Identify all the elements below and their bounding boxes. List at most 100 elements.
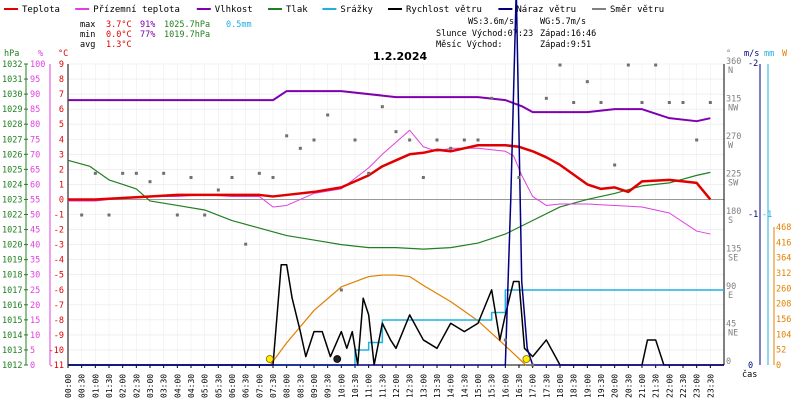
- stat-min-label: min: [80, 30, 95, 40]
- series-wind-gust: [68, 0, 724, 366]
- stat-slunce: Slunce Východ:07:23: [436, 29, 533, 39]
- wind-dir-point: [353, 138, 357, 142]
- wind-dir-point: [558, 63, 562, 67]
- series-humidity: [68, 90, 711, 123]
- tick-x: 12:30: [406, 374, 415, 398]
- tick-x: 16:30: [515, 374, 524, 398]
- tick-w: 0: [776, 361, 781, 371]
- tick-hpa: 1026: [2, 150, 22, 160]
- tick-hpa: 1030: [2, 90, 22, 100]
- legend-label-5: Rychlost větru: [406, 5, 482, 15]
- tick-hpa: 1019: [2, 256, 22, 266]
- tick-dir-name: S: [728, 216, 733, 226]
- tick-hpa: 1027: [2, 135, 22, 145]
- tick-degc: 8: [59, 75, 64, 85]
- tick-dir-name: NE: [728, 329, 738, 339]
- tick-pct: 70: [30, 150, 40, 160]
- tick-hpa: 1013: [2, 346, 22, 356]
- tick-pct: 100: [30, 60, 45, 70]
- wind-dir-point: [380, 105, 384, 109]
- tick-x: 14:00: [447, 374, 456, 398]
- wind-dir-point: [93, 171, 97, 175]
- tick-x: 01:30: [105, 374, 114, 398]
- tick-w: 156: [776, 315, 791, 325]
- tick-hpa: 1022: [2, 211, 22, 221]
- tick-degc: -11: [49, 361, 64, 371]
- wind-dir-point: [285, 134, 289, 138]
- legend-label-0: Teplota: [22, 5, 60, 15]
- tick-degc: -2: [54, 226, 64, 236]
- tick-x: 05:00: [201, 374, 210, 398]
- tick-x: 02:00: [119, 374, 128, 398]
- wind-dir-point: [148, 180, 152, 184]
- tick-x: 07:30: [269, 374, 278, 398]
- wind-dir-point: [708, 101, 712, 104]
- tick-degc: -5: [54, 271, 64, 281]
- tick-dir-name: SW: [728, 179, 739, 189]
- tick-x: 18:30: [570, 374, 579, 398]
- tick-x: 15:30: [488, 374, 497, 398]
- unit-degc: °C: [58, 49, 68, 59]
- legend: Teplota Přízemní teplota Vlhkost Tlak Srážky…: [4, 5, 664, 15]
- tick-dir: 90: [726, 282, 736, 292]
- tick-degc: 0: [59, 195, 64, 205]
- stat-max-press: 1025.7hPa: [164, 20, 210, 30]
- unit-mm: mm: [764, 49, 774, 59]
- tick-x: 16:00: [501, 374, 510, 398]
- tick-x: 18:00: [556, 374, 565, 398]
- tick-degc: 6: [59, 105, 64, 115]
- tick-w: 104: [776, 330, 791, 340]
- tick-x: 23:30: [706, 374, 715, 398]
- stat-mesic-zapad: Západ:9:51: [540, 40, 591, 50]
- tick-hpa: 1028: [2, 120, 22, 130]
- tick-x: 23:00: [693, 374, 702, 398]
- tick-pct: 30: [30, 271, 40, 281]
- tick-x: 09:30: [324, 374, 333, 398]
- series-temperature: [68, 144, 712, 201]
- tick-pct: 45: [30, 226, 40, 236]
- unit-deg: °: [726, 49, 731, 59]
- tick-x: 20:30: [624, 374, 633, 398]
- unit-pct: %: [38, 49, 43, 59]
- legend-label-4: Srážky: [340, 5, 373, 15]
- series-pressure: [67, 159, 711, 250]
- tick-dir-name: E: [728, 291, 733, 301]
- tick-hpa: 1031: [2, 75, 22, 85]
- tick-x: 17:00: [529, 374, 538, 398]
- stats-block: max 3.7°C 91% 1025.7hPa 0.5mm min 0.0°C …: [80, 17, 596, 50]
- tick-degc: 4: [59, 135, 64, 145]
- legend-label-3: Tlak: [286, 5, 308, 15]
- legend-label-7: Směr větru: [610, 5, 664, 15]
- tick-x: 02:30: [132, 374, 141, 398]
- axis-unit-labels: hPa % °C ° m/s mm W: [4, 49, 788, 59]
- tick-dir: 315: [726, 95, 741, 105]
- tick-x: 20:00: [611, 374, 620, 398]
- stat-max-temp: 3.7°C: [106, 20, 132, 30]
- tick-x: 05:30: [214, 374, 223, 398]
- tick-dir-name: N: [728, 66, 733, 76]
- wind-dir-point: [462, 138, 466, 142]
- stat-max-rain: 0.5mm: [226, 20, 252, 30]
- tick-hpa: 1012: [2, 361, 22, 371]
- wind-dir-point: [134, 171, 138, 175]
- series-solar: [269, 274, 527, 366]
- tick-x: 06:30: [242, 374, 251, 398]
- tick-w: 416: [776, 238, 791, 248]
- tick-x: 19:30: [597, 374, 606, 398]
- series-rain: [68, 289, 724, 366]
- tick-x: 03:00: [146, 374, 155, 398]
- tick-hpa: 1016: [2, 301, 22, 311]
- tick-degc: 5: [59, 120, 64, 130]
- tick-pct: 55: [30, 195, 40, 205]
- tick-pct: 75: [30, 135, 40, 145]
- unit-w: W: [782, 49, 788, 59]
- tick-hpa: 1014: [2, 331, 22, 341]
- wind-dir-point: [175, 213, 179, 217]
- tick-x: 19:00: [583, 374, 592, 398]
- stat-max-hum: 91%: [140, 20, 155, 30]
- tick-x: 09:00: [310, 374, 319, 398]
- tick-hpa: 1025: [2, 165, 22, 175]
- tick-ms: -1: [748, 210, 758, 220]
- wind-dir-point: [613, 163, 617, 167]
